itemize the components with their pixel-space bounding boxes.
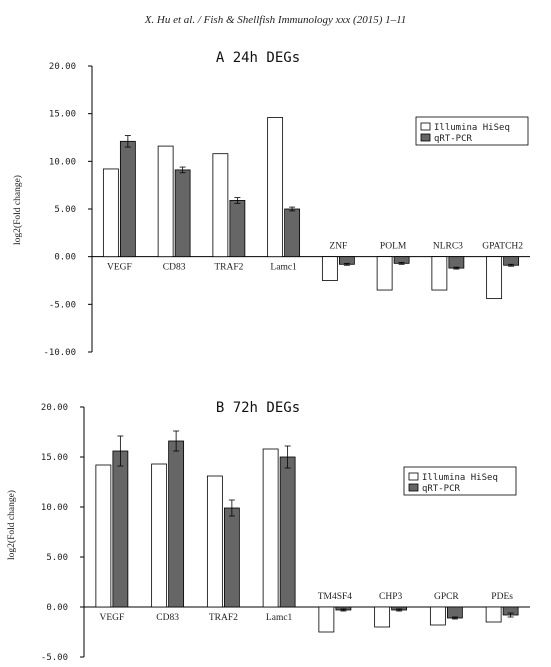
- y-tick-label: 10.00: [49, 157, 76, 167]
- bar-illumina: [262, 448, 279, 608]
- x-category-label: ZNF: [329, 242, 347, 252]
- bar-qrtpcr: [223, 507, 240, 608]
- legend-label: qRT-PCR: [422, 484, 461, 494]
- bar-qrtpcr: [174, 169, 191, 258]
- y-tick-label: 0.00: [54, 253, 76, 263]
- x-category-label: GPATCH2: [482, 242, 523, 252]
- y-tick-label: 5.00: [54, 205, 76, 215]
- legend-swatch-illumina: [420, 122, 431, 131]
- legend-box: [415, 116, 529, 146]
- x-category-label: TM4SF4: [318, 592, 353, 602]
- bar-illumina: [157, 145, 174, 258]
- legend-box: [403, 466, 517, 496]
- y-tick-label: 0.00: [46, 603, 68, 613]
- x-category-label: NLRC3: [433, 242, 463, 252]
- x-category-label: CHP3: [379, 592, 402, 602]
- y-tick-label: 10.00: [41, 503, 68, 513]
- y-tick-label: 15.00: [49, 110, 76, 120]
- x-category-label: VEGF: [99, 613, 124, 623]
- bar-qrtpcr: [279, 456, 296, 608]
- y-tick-label: -5.00: [41, 653, 68, 663]
- x-category-label: GPCR: [434, 592, 459, 602]
- bar-qrtpcr: [446, 606, 463, 619]
- chart-title: A 24h DEGs: [216, 50, 300, 66]
- bar-illumina: [206, 475, 223, 608]
- bar-illumina: [431, 256, 448, 291]
- x-category-label: PDEs: [491, 592, 513, 602]
- bar-illumina: [374, 606, 391, 628]
- bar-qrtpcr: [229, 200, 246, 258]
- legend-label: Illumina HiSeq: [422, 473, 498, 483]
- legend-swatch-qrtpcr: [408, 483, 419, 492]
- y-axis-label: log2(Fold change): [12, 175, 23, 245]
- bar-illumina: [376, 256, 393, 291]
- x-category-label: TRAF2: [209, 613, 238, 623]
- y-tick-label: -5.00: [49, 300, 76, 310]
- bar-illumina: [485, 606, 502, 623]
- x-category-label: Lamc1: [270, 263, 297, 273]
- y-tick-label: 20.00: [41, 403, 68, 413]
- legend-swatch-illumina: [408, 472, 419, 481]
- bar-illumina: [318, 606, 335, 633]
- y-tick-label: -10.00: [43, 348, 76, 358]
- bar-illumina: [102, 168, 119, 258]
- x-category-label: TRAF2: [214, 263, 243, 273]
- bar-qrtpcr: [119, 140, 136, 258]
- bar-illumina: [151, 463, 168, 608]
- x-category-label: CD83: [156, 613, 179, 623]
- bar-qrtpcr: [168, 440, 185, 608]
- bar-qrtpcr: [284, 208, 301, 258]
- bar-illumina: [486, 256, 503, 300]
- chart-panel-b: B 72h DEGs log2(Fold change) 20.00 15.00 10.…: [6, 400, 530, 663]
- x-category-label: POLM: [380, 242, 407, 252]
- journal-header: X. Hu et al. / Fish & Shellfish Immunolo…: [144, 14, 407, 26]
- bar-illumina: [212, 153, 229, 258]
- y-tick-label: 15.00: [41, 453, 68, 463]
- bar-illumina: [267, 117, 284, 258]
- legend-label: Illumina HiSeq: [434, 123, 510, 133]
- bar-qrtpcr: [112, 450, 129, 608]
- chart-title: B 72h DEGs: [216, 400, 300, 416]
- bar-illumina: [429, 606, 446, 626]
- legend-swatch-qrtpcr: [420, 133, 431, 142]
- bar-illumina: [95, 464, 112, 608]
- y-tick-label: 5.00: [46, 553, 68, 563]
- chart-panel-a: A 24h DEGs log2(Fold change) 20.00 15.00 10.…: [12, 50, 530, 358]
- legend-label: qRT-PCR: [434, 134, 473, 144]
- x-category-label: VEGF: [107, 263, 132, 273]
- bar-qrtpcr: [448, 256, 465, 269]
- x-category-label: Lamc1: [266, 613, 293, 623]
- y-tick-label: 20.00: [49, 62, 76, 72]
- x-category-label: CD83: [163, 263, 186, 273]
- bar-illumina: [321, 256, 338, 281]
- y-axis-label: log2(Fold change): [6, 490, 17, 560]
